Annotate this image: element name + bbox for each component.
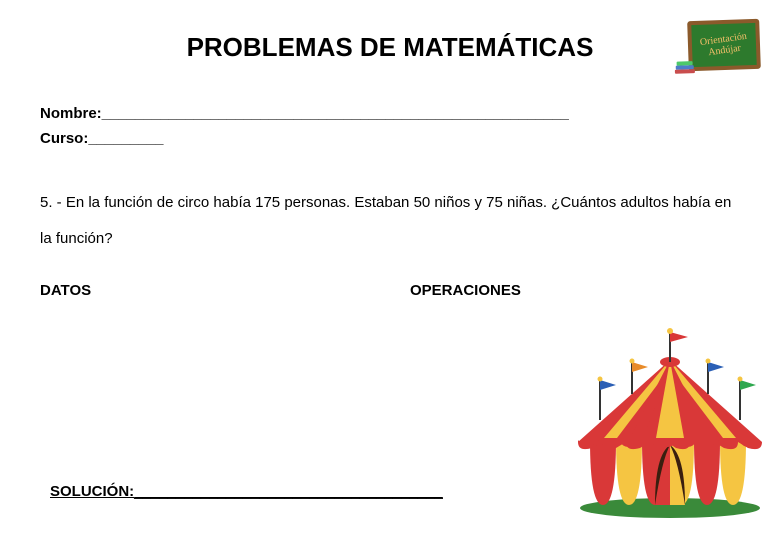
operaciones-heading: OPERACIONES [410,282,521,299]
chalkboard-icon: Orientación Andújar [687,19,761,71]
circus-tent-icon [570,320,770,520]
solution-label: SOLUCIÓN: [50,483,134,500]
name-label: Nombre: [40,105,102,122]
solution-row: SOLUCIÓN:_______________________________… [50,483,443,500]
student-fields: Nombre:_________________________________… [40,103,740,150]
datos-heading: DATOS [40,282,410,299]
course-row: Curso:_________ [40,128,740,151]
course-line: _________ [88,130,163,147]
problem-text: 5. - En la función de circo había 175 pe… [40,185,740,257]
header: PROBLEMAS DE MATEMÁTICAS Orientación And… [40,20,740,63]
solution-line: _____________________________________ [134,483,443,500]
course-label: Curso: [40,130,88,147]
books-icon [674,57,695,74]
name-row: Nombre:_________________________________… [40,103,740,126]
page-title: PROBLEMAS DE MATEMÁTICAS [187,32,594,63]
name-line: ________________________________________… [102,105,569,122]
work-columns: DATOS OPERACIONES [40,282,740,299]
logo: Orientación Andújar [688,20,760,70]
